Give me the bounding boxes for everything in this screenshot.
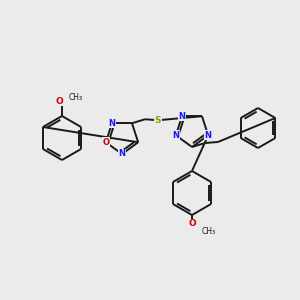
Text: N: N <box>109 119 116 128</box>
Text: N: N <box>172 131 179 140</box>
Text: CH₃: CH₃ <box>202 226 216 236</box>
Text: CH₃: CH₃ <box>69 92 83 101</box>
Text: O: O <box>102 138 109 147</box>
Text: O: O <box>55 97 63 106</box>
Text: N: N <box>205 131 212 140</box>
Text: N: N <box>178 112 185 121</box>
Text: O: O <box>188 220 196 229</box>
Text: S: S <box>155 116 161 125</box>
Text: N: N <box>118 149 125 158</box>
